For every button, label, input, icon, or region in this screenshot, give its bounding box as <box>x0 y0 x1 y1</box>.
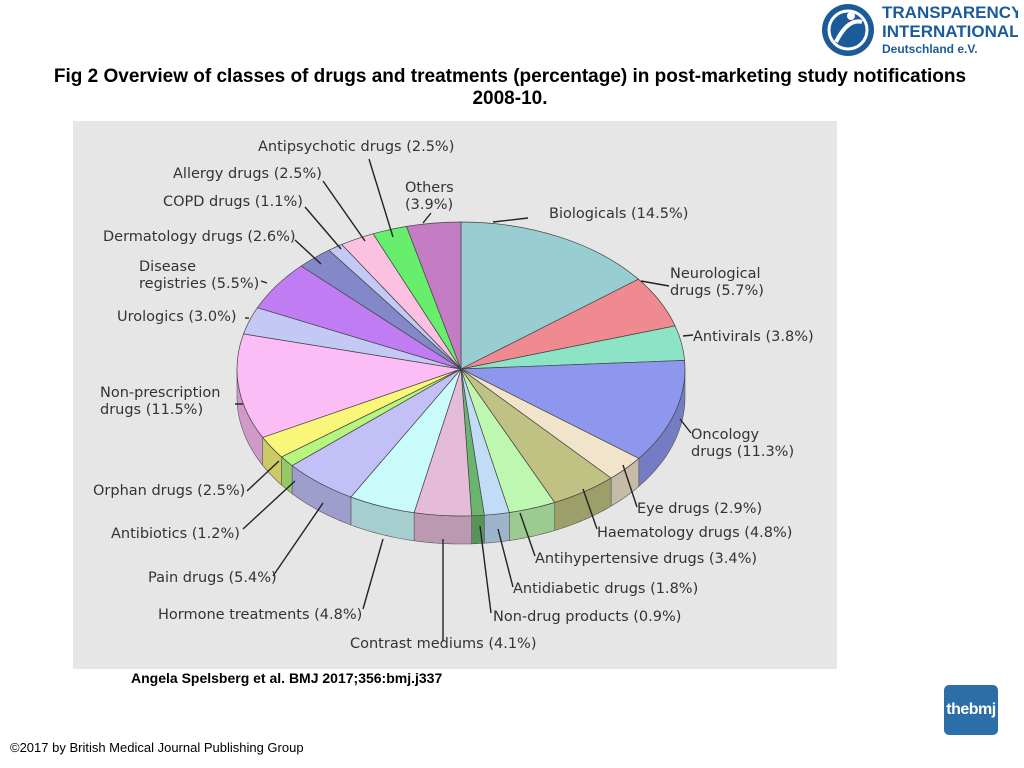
slice-label-5: Haematology drugs (4.8%) <box>597 525 792 541</box>
leader-line-2 <box>682 334 694 337</box>
slice-label-15: Urologics (3.0%) <box>117 309 237 325</box>
leader-line-12 <box>242 480 296 530</box>
leader-line-5 <box>582 488 598 530</box>
pie-slice-0 <box>460 221 640 370</box>
slice-label-2: Antivirals (3.8%) <box>693 329 814 345</box>
slice-label-9: Contrast mediums (4.1%) <box>350 636 536 652</box>
ti-logo-line1: TRANSPARENCY <box>882 3 1018 22</box>
slice-label-0: Biologicals (14.5%) <box>549 206 688 222</box>
leader-line-1 <box>640 280 670 287</box>
slice-label-4: Eye drugs (2.9%) <box>637 501 762 517</box>
ti-logo-line3: Deutschland e.V. <box>882 42 978 56</box>
slice-label-10: Hormone treatments (4.8%) <box>158 607 362 623</box>
slice-label-12: Antibiotics (1.2%) <box>111 526 240 542</box>
bmj-logo: thebmj <box>944 685 998 735</box>
slice-label-19: Allergy drugs (2.5%) <box>173 166 322 182</box>
ti-logo-line2: INTERNATIONAL <box>882 22 1018 41</box>
leader-line-20 <box>368 158 394 238</box>
pie-slice-3 <box>460 360 686 459</box>
leader-line-11 <box>272 502 324 577</box>
leader-line-10 <box>362 538 384 610</box>
slice-label-13: Orphan drugs (2.5%) <box>93 483 245 499</box>
transparency-international-logo: TRANSPARENCY INTERNATIONAL Deutschland e… <box>822 3 1018 56</box>
slice-label-6: Antihypertensive drugs (3.4%) <box>535 551 757 567</box>
slice-label-3: Oncology drugs (11.3%) <box>691 427 794 460</box>
leader-line-17 <box>294 239 322 265</box>
figure-title: Fig 2 Overview of classes of drugs and t… <box>53 66 967 109</box>
leader-line-13 <box>246 460 280 492</box>
leader-line-0 <box>492 217 529 223</box>
leader-line-21 <box>422 212 432 224</box>
citation: Angela Spelsberg et al. BMJ 2017;356:bmj… <box>131 670 443 686</box>
slice-label-17: Dermatology drugs (2.6%) <box>103 229 296 245</box>
slice-label-21: Others (3.9%) <box>405 180 454 213</box>
slice-label-16: Disease registries (5.5%) <box>139 259 259 292</box>
pie-slice-21 <box>406 221 462 370</box>
pie-side-7 <box>484 512 510 544</box>
leader-line-3 <box>679 418 692 434</box>
leader-line-16 <box>260 280 268 284</box>
leader-line-18 <box>304 206 342 250</box>
leader-line-19 <box>322 180 366 242</box>
leader-line-4 <box>622 464 638 508</box>
slice-label-7: Antidiabetic drugs (1.8%) <box>513 581 698 597</box>
chart-panel: Biologicals (14.5%) Neurological drugs (5.… <box>73 121 837 669</box>
pie-slice-14 <box>236 333 462 438</box>
leader-line-6 <box>519 512 536 557</box>
slice-label-8: Non-drug products (0.9%) <box>493 609 681 625</box>
leader-line-7 <box>497 528 514 588</box>
pie-chart: Biologicals (14.5%) Neurological drugs (5.… <box>93 139 814 652</box>
slice-label-18: COPD drugs (1.1%) <box>163 194 303 210</box>
slice-label-20: Antipsychotic drugs (2.5%) <box>258 139 454 155</box>
slice-label-11: Pain drugs (5.4%) <box>148 570 277 586</box>
slice-label-1: Neurological drugs (5.7%) <box>670 266 764 299</box>
copyright-notice: ©2017 by British Medical Journal Publish… <box>10 740 304 755</box>
leader-line-8 <box>479 525 492 614</box>
slice-label-14: Non-prescription drugs (11.5%) <box>100 385 220 418</box>
